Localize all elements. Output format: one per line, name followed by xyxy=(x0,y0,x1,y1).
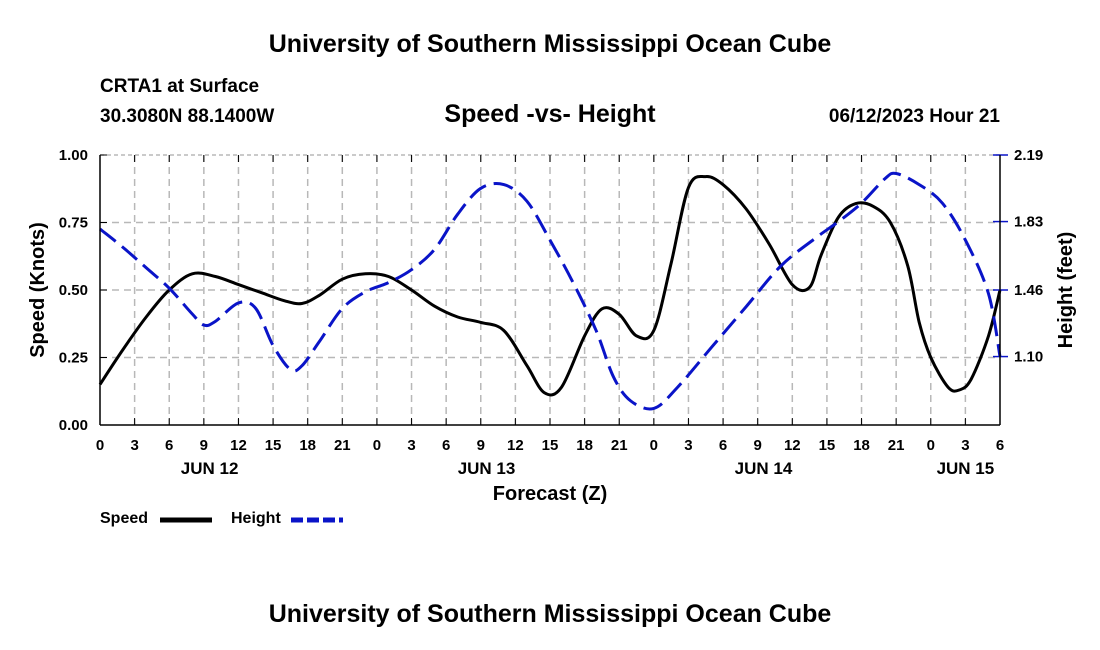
x-tick-label: 9 xyxy=(754,437,762,454)
x-tick-label: 0 xyxy=(927,437,935,454)
x-tick-label: 9 xyxy=(200,437,208,454)
y2-axis-title: Height (feet) xyxy=(1055,232,1077,349)
x-tick-label: 6 xyxy=(719,437,727,454)
page-title: University of Southern Mississippi Ocean… xyxy=(268,30,832,58)
x-tick-label: 0 xyxy=(373,437,381,454)
day-label: JUN 15 xyxy=(937,459,995,478)
x-tick-label: 6 xyxy=(442,437,450,454)
legend-speed-label: Speed xyxy=(100,510,149,527)
series-line-height xyxy=(99,171,1002,411)
x-tick-label: 12 xyxy=(507,437,524,454)
x-tick-label: 3 xyxy=(130,437,138,454)
x-tick-label: 18 xyxy=(576,437,593,454)
y2-tick-label: 2.19 xyxy=(1014,147,1043,164)
x-tick-label: 12 xyxy=(784,437,801,454)
day-label: JUN 14 xyxy=(735,459,793,478)
series-line-speed xyxy=(98,174,1002,397)
x-axis-title: Forecast (Z) xyxy=(493,483,607,505)
chart-svg: 0 3 6 9 12 15 18 21 0 3 6 9 12 15 18 21 0 3 6 9 12 15 18 21 0 3 6 0… xyxy=(27,147,1077,523)
y2-tick-label: 1.46 xyxy=(1014,282,1043,299)
y-tick-label: 1.00 xyxy=(59,147,88,164)
x-tick-label: 6 xyxy=(996,437,1004,454)
legend-height-label: Height xyxy=(231,510,281,527)
x-tick-label: 0 xyxy=(96,437,104,454)
x-tick-label: 6 xyxy=(165,437,173,454)
chart-title: Speed -vs- Height xyxy=(444,100,656,128)
x-tick-label: 21 xyxy=(611,437,628,454)
y-tick-label: 0.25 xyxy=(59,350,88,367)
x-tick-label: 3 xyxy=(684,437,692,454)
x-tick-label: 3 xyxy=(961,437,969,454)
x-tick-label: 0 xyxy=(650,437,658,454)
x-tick-label: 3 xyxy=(407,437,415,454)
x-tick-label: 18 xyxy=(853,437,870,454)
grid-lines xyxy=(100,154,1000,425)
station-coordinates: 30.3080N 88.1400W xyxy=(100,106,275,127)
x-tick-label: 18 xyxy=(299,437,316,454)
station-name: CRTA1 at Surface xyxy=(100,76,260,97)
footer-title: University of Southern Mississippi Ocean… xyxy=(268,600,832,628)
y2-tick-label: 1.10 xyxy=(1014,349,1043,366)
x-tick-label: 21 xyxy=(334,437,351,454)
x-tick-label: 9 xyxy=(477,437,485,454)
y-tick-label: 0.00 xyxy=(59,417,88,434)
day-label: JUN 13 xyxy=(458,459,516,478)
x-tick-label: 12 xyxy=(230,437,247,454)
x-tick-label: 15 xyxy=(819,437,836,454)
day-label: JUN 12 xyxy=(181,459,239,478)
y-tick-label: 0.50 xyxy=(59,282,88,299)
y-axis-title: Speed (Knots) xyxy=(27,222,49,358)
y2-tick-label: 1.83 xyxy=(1014,214,1043,231)
x-tick-label: 21 xyxy=(888,437,905,454)
y-tick-label: 0.75 xyxy=(59,215,88,232)
series-layer xyxy=(98,171,1002,411)
forecast-datetime: 06/12/2023 Hour 21 xyxy=(828,106,1000,127)
axes: 0 3 6 9 12 15 18 21 0 3 6 9 12 15 18 21 0 3 6 9 12 15 18 21 0 3 6 0… xyxy=(59,147,1043,478)
x-tick-label: 15 xyxy=(265,437,282,454)
x-tick-label: 15 xyxy=(542,437,559,454)
